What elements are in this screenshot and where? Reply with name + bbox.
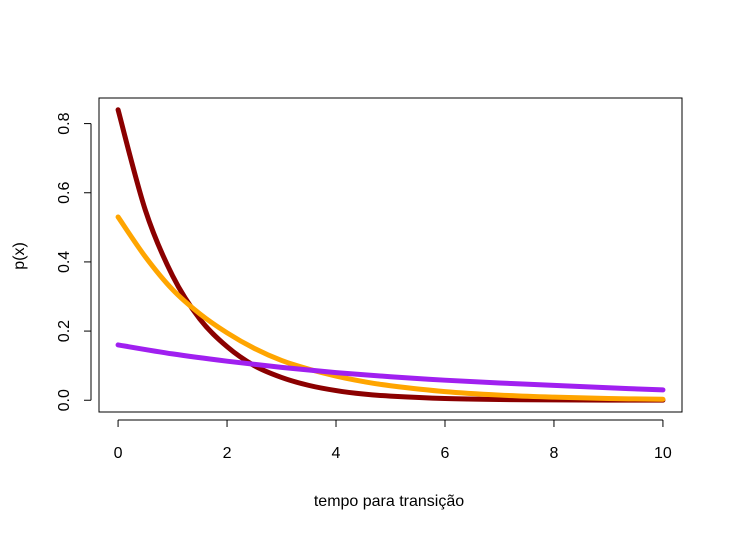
series-line-2 <box>115 214 666 402</box>
x-axis: 0 2 4 6 8 10 <box>114 419 672 462</box>
x-tick-label: 8 <box>550 445 559 462</box>
x-tick-label: 6 <box>441 445 450 462</box>
y-tick-label: 0.6 <box>56 182 73 204</box>
series-line-1 <box>115 107 666 403</box>
y-tick-label: 0.2 <box>56 320 73 342</box>
y-axis-title: p(x) <box>11 242 28 270</box>
series-layer <box>115 107 666 403</box>
series-line-3 <box>115 342 666 393</box>
plot-frame <box>98 97 683 413</box>
x-tick-label: 0 <box>114 445 123 462</box>
x-axis-title: tempo para transição <box>314 493 464 510</box>
y-axis: 0.0 0.2 0.4 0.6 0.8 <box>56 112 92 411</box>
y-tick-label: 0.4 <box>56 251 73 273</box>
x-tick-label: 4 <box>332 445 341 462</box>
y-tick-label: 0.0 <box>56 389 73 411</box>
y-tick-label: 0.8 <box>56 112 73 134</box>
x-tick-label: 2 <box>223 445 232 462</box>
x-tick-label: 10 <box>654 445 672 462</box>
